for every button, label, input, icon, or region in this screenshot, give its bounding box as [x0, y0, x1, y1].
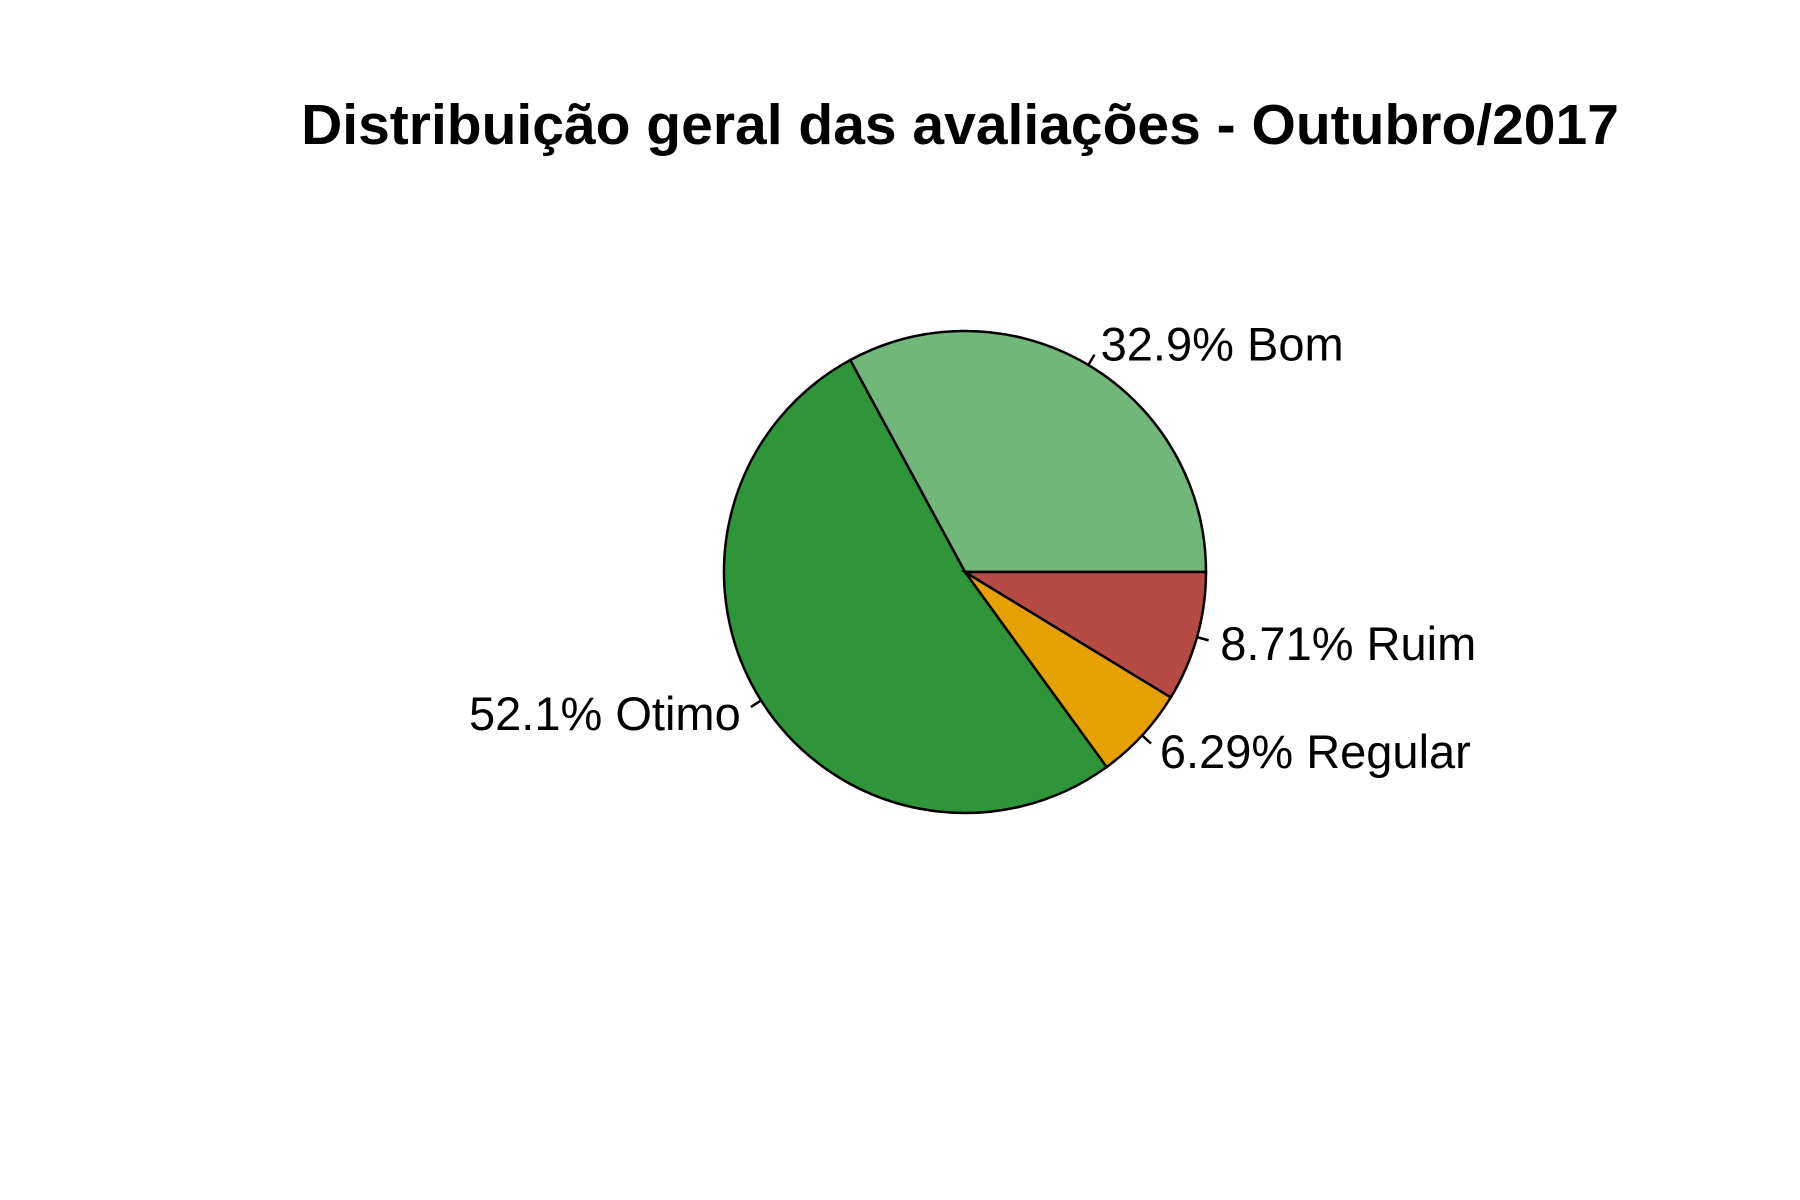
slice-label-otimo: 52.1% Otimo: [469, 687, 741, 740]
slice-label-regular: 6.29% Regular: [1160, 725, 1471, 778]
leader-line-ruim: [1196, 635, 1209, 642]
leader-line-otimo: [750, 699, 762, 708]
slice-label-ruim: 8.71% Ruim: [1220, 617, 1476, 670]
leader-line-bom: [1087, 353, 1096, 366]
pie-slice-ruim: [960, 570, 1208, 700]
pie-leader-lines: [750, 353, 1209, 745]
leader-line-regular: [1141, 734, 1152, 745]
chart-title: Distribuição geral das avaliações - Outu…: [301, 93, 1619, 157]
pie-slice-otimo: [722, 358, 1109, 815]
pie-slices: [722, 329, 1208, 815]
pie-labels: 32.9% Bom 52.1% Otimo 6.29% Regular 8.71% R…: [469, 318, 1476, 778]
pie-slice-bom: [848, 329, 1208, 574]
slice-label-bom: 32.9% Bom: [1101, 318, 1344, 371]
